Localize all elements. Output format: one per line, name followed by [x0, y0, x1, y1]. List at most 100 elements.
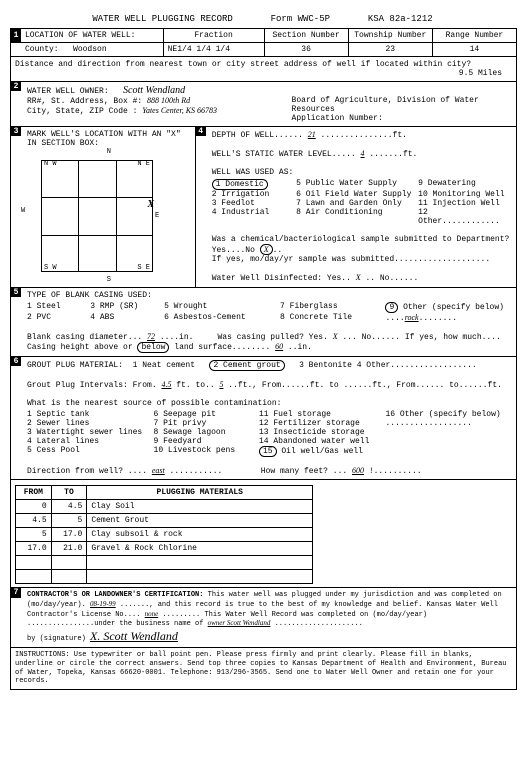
- grout-intervals-label: Grout Plug Intervals: From.: [27, 381, 157, 390]
- contam-option: [385, 446, 512, 457]
- grid-sw: S W: [44, 264, 57, 272]
- grout-opts2: 3 Bentonite 4 Other..................: [299, 361, 477, 370]
- section-2-num: 2: [11, 82, 21, 91]
- distance-value: 9.5 Miles: [459, 69, 502, 78]
- pulled-label: Was casing pulled? Yes.: [217, 333, 327, 342]
- grid-ne: N E: [137, 160, 150, 168]
- compass-s: S: [27, 276, 191, 284]
- static-unit: ft.: [403, 150, 417, 159]
- contam-list: 1 Septic tank6 Seepage pit11 Fuel storag…: [27, 410, 512, 457]
- contam-option: 15 Oil well/Gas well: [259, 446, 386, 457]
- section-5-num: 5: [11, 288, 21, 297]
- used-label: WELL WAS USED AS:: [212, 168, 294, 177]
- grout-opt2-circled: 2 Cement grout: [209, 360, 284, 371]
- contam-label: What is the nearest source of possible c…: [27, 399, 281, 408]
- contam-option: ..................: [385, 419, 512, 428]
- depth-label: DEPTH OF WELL: [212, 131, 274, 140]
- col-materials: PLUGGING MATERIALS: [87, 486, 313, 500]
- height-rest: land surface........: [174, 343, 270, 352]
- compass-w: W: [21, 207, 25, 215]
- depth-value: 21: [308, 130, 316, 139]
- cert-license: none: [145, 610, 159, 618]
- uses-list: 1 Domestic5 Public Water Supply9 Dewater…: [212, 179, 512, 226]
- casing-option: 2 PVC: [27, 313, 90, 323]
- owner-heading: WATER WELL OWNER:: [27, 87, 109, 96]
- int-from1: 4.5: [161, 380, 171, 389]
- int-mid: ft. to..: [176, 381, 214, 390]
- city-value: Yates Center, KS 66783: [142, 106, 217, 115]
- casing-option: 4 ABS: [90, 313, 164, 323]
- height-unit: ..in.: [288, 343, 312, 352]
- casing-option: 5 Wrought: [164, 302, 280, 313]
- chem-date: If yes, mo/day/yr sample was submitted..…: [212, 255, 490, 264]
- section-label: Section Number: [272, 31, 339, 40]
- cert-heading: CONTRACTOR'S OR LANDOWNER'S CERTIFICATIO…: [27, 591, 203, 599]
- city-label: City, State, ZIP Code :: [27, 107, 137, 116]
- pulled-yes: X: [333, 332, 338, 341]
- casing-option: ....rock........: [385, 313, 512, 323]
- use-option: 10 Monitoring Well: [418, 190, 512, 199]
- addr-value: 888 100th Rd: [147, 96, 190, 105]
- contam-option: 14 Abandoned water well: [259, 437, 386, 446]
- depth-unit: ft.: [393, 131, 407, 140]
- grid-nw: N W: [44, 160, 57, 168]
- table-row: 4.55Cement Grout: [16, 514, 313, 528]
- section-4-num: 4: [196, 127, 206, 136]
- disinf-yes: X: [356, 273, 361, 282]
- plugging-table: FROM TO PLUGGING MATERIALS 04.5Clay Soil…: [15, 485, 313, 584]
- col-from: FROM: [16, 486, 52, 500]
- mark-heading: MARK WELL'S LOCATION WITH AN "X" IN SECT…: [27, 130, 181, 148]
- contam-option: 8 Sewage lagoon: [154, 428, 259, 437]
- grid-x-mark: X: [147, 199, 154, 210]
- form-no: Form WWC-5P: [271, 14, 330, 24]
- col-to: TO: [51, 486, 87, 500]
- use-option: 7 Lawn and Garden Only: [296, 199, 418, 208]
- section-1-num: 1: [11, 29, 21, 42]
- disinf-no: .. No......: [365, 274, 418, 283]
- contam-option: 1 Septic tank: [27, 410, 154, 419]
- contam-option: 10 Livestock pens: [154, 446, 259, 457]
- signature: X. Scott Wendland: [90, 629, 178, 643]
- footer-text: INSTRUCTIONS: Use typewriter or ball poi…: [15, 651, 506, 685]
- contam-option: 9 Feedyard: [154, 437, 259, 446]
- section-7-num: 7: [11, 588, 21, 598]
- township-value: 23: [385, 45, 395, 54]
- use-option: 8 Air Conditioning: [296, 208, 418, 226]
- section-value: 36: [301, 45, 311, 54]
- contam-option: 6 Seepage pit: [154, 410, 259, 419]
- disinf-label: Water Well Disinfected: Yes..: [212, 274, 351, 283]
- dir-value: east: [152, 466, 165, 475]
- compass-n: N: [27, 148, 191, 156]
- contam-option: 16 Other (specify below): [385, 410, 512, 419]
- int-to1: 5: [219, 380, 223, 389]
- static-label: WELL'S STATIC WATER LEVEL: [212, 150, 332, 159]
- section-3-num: 3: [11, 127, 21, 136]
- sig-label: by (signature): [27, 635, 86, 643]
- feet-label: How many feet? ...: [261, 467, 347, 476]
- county-value: Woodson: [73, 45, 107, 54]
- use-option: 5 Public Water Supply: [296, 179, 418, 190]
- contam-option: 11 Fuel storage: [259, 410, 386, 419]
- distance-label: Distance and direction from nearest town…: [15, 60, 471, 69]
- table-row: 04.5Clay Soil: [16, 500, 313, 514]
- casing-option: 9 Other (specify below): [385, 302, 512, 313]
- table-row: [16, 556, 313, 570]
- use-option: 2 Irrigation: [212, 190, 296, 199]
- section-6-num: 6: [11, 357, 21, 366]
- feet-value: 600: [352, 466, 364, 475]
- use-option: 4 Industrial: [212, 208, 296, 226]
- diam-label: Blank casing diameter...: [27, 333, 142, 342]
- diam-value: 72: [147, 332, 155, 341]
- use-option: 1 Domestic: [212, 179, 296, 190]
- range-label: Range Number: [446, 31, 504, 40]
- feet-dots: !..........: [369, 467, 422, 476]
- contam-option: 5 Cess Pool: [27, 446, 154, 457]
- contam-option: [385, 437, 512, 446]
- township-label: Township Number: [354, 31, 426, 40]
- grout-opt1: 1 Neat cement: [133, 361, 195, 370]
- contam-option: 7 Pit privy: [154, 419, 259, 428]
- dir-label: Direction from well? ....: [27, 467, 147, 476]
- height-value: 60: [275, 342, 283, 351]
- use-option: 9 Dewatering: [418, 179, 512, 190]
- cert-business: owner Scott Wendland: [208, 619, 271, 627]
